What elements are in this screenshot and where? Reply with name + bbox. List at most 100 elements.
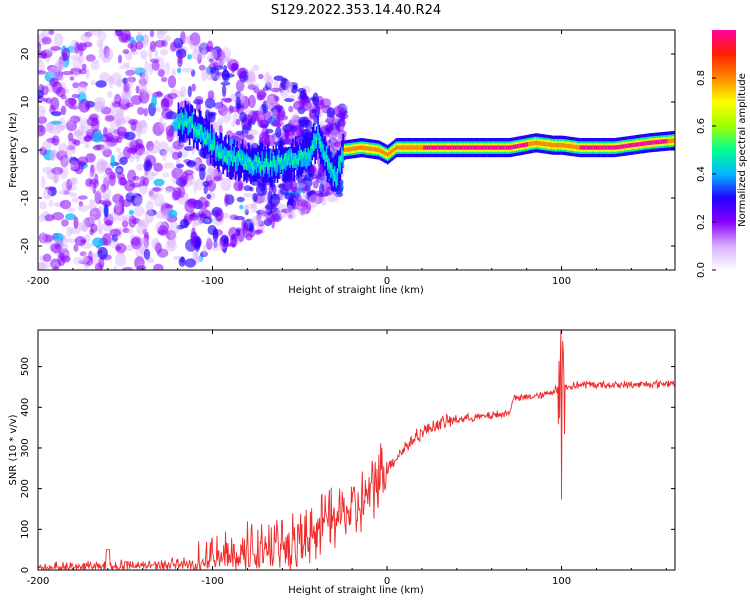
spectrogram-cell bbox=[202, 244, 208, 257]
spectrogram-band bbox=[232, 150, 234, 167]
spectrogram-cell bbox=[124, 131, 136, 141]
spectrogram-cell bbox=[125, 69, 135, 76]
spectrogram-band bbox=[547, 142, 550, 147]
spectrogram-cell bbox=[231, 121, 236, 128]
spectrogram-cell bbox=[103, 126, 108, 138]
spectrogram-cell bbox=[137, 107, 145, 115]
spectrogram-band bbox=[301, 151, 304, 168]
spectrogram-cell bbox=[79, 251, 87, 257]
spectrogram-band bbox=[366, 146, 368, 151]
spectrogram-cell bbox=[191, 83, 196, 92]
spectrogram-band bbox=[557, 143, 559, 148]
spectrogram-band bbox=[511, 145, 513, 150]
spectrogram-band bbox=[342, 151, 344, 167]
spectrogram-cell bbox=[219, 101, 224, 108]
spectrogram-band bbox=[405, 145, 407, 150]
spectrogram-cell bbox=[184, 169, 194, 176]
spectrogram-band bbox=[616, 145, 618, 150]
spectrogram-cell bbox=[293, 121, 300, 127]
spectrogram-cell bbox=[184, 199, 195, 213]
colorbar: 0.0 0.2 0.4 0.6 0.8 Normalized spectral ampl… bbox=[696, 30, 748, 278]
spectrogram-band bbox=[310, 146, 312, 162]
spectrogram-cell bbox=[213, 240, 218, 249]
spectrogram-cell bbox=[249, 186, 254, 192]
spectrogram-band bbox=[600, 145, 603, 150]
spectrogram-band bbox=[623, 144, 625, 149]
spectrogram-cell bbox=[89, 207, 102, 221]
spectrogram-band bbox=[314, 133, 316, 149]
spectrogram-cell bbox=[38, 105, 46, 118]
spectrogram-cell bbox=[203, 184, 208, 195]
spectrogram-band bbox=[427, 145, 430, 150]
spectrogram-cell bbox=[107, 76, 114, 84]
spectrogram-band bbox=[290, 152, 293, 159]
spectrogram-band bbox=[267, 164, 269, 171]
spectrogram-cell bbox=[64, 97, 77, 108]
spectrogram-band bbox=[250, 160, 252, 166]
spectrogram-cell bbox=[235, 118, 241, 126]
spectrogram-band bbox=[294, 152, 297, 169]
spectrogram-band bbox=[276, 157, 279, 173]
spectrogram-band bbox=[494, 145, 497, 150]
spectrogram-cell bbox=[171, 151, 180, 160]
spectrogram-cell bbox=[218, 124, 223, 134]
spectrogram-cell bbox=[143, 107, 148, 117]
spectrogram-band bbox=[180, 109, 182, 125]
spectrogram-band bbox=[300, 151, 303, 168]
spectrogram-cell bbox=[146, 209, 157, 217]
spectrogram-band bbox=[670, 138, 673, 143]
spectrogram-cell bbox=[151, 60, 160, 71]
spectrogram-cell bbox=[90, 210, 97, 215]
spectrogram-cell bbox=[42, 166, 54, 174]
spectrogram-cell bbox=[206, 40, 214, 52]
spectrogram-cell bbox=[193, 180, 198, 194]
spectrogram-band bbox=[304, 148, 307, 154]
spectrogram-band bbox=[468, 145, 470, 150]
spectrogram-cell bbox=[66, 207, 76, 213]
spectrogram-cell bbox=[116, 168, 122, 173]
colorbar-tick-label: 0.4 bbox=[696, 166, 707, 182]
spectrogram-cell bbox=[177, 50, 183, 64]
spectrogram-cell bbox=[38, 213, 44, 223]
spectrogram-band bbox=[413, 145, 416, 150]
spectrogram-cell bbox=[273, 95, 280, 102]
spectrogram-cell bbox=[204, 218, 210, 223]
spectrogram-band bbox=[225, 147, 227, 163]
spectrogram-band bbox=[530, 141, 533, 146]
spectrogram-band bbox=[324, 150, 326, 167]
spectrogram-cell bbox=[115, 30, 123, 37]
spectrogram-cell bbox=[298, 119, 309, 125]
spectrogram-cell bbox=[162, 209, 169, 220]
spectrogram-cell bbox=[151, 171, 159, 176]
colorbar-label: Normalized spectral amplitude bbox=[737, 73, 748, 227]
spectrogram-band bbox=[613, 145, 615, 150]
spectrogram-cell bbox=[113, 265, 118, 270]
spectrogram-cell bbox=[135, 41, 144, 50]
spectrogram-cell bbox=[88, 113, 99, 122]
spectrogram-cell bbox=[106, 48, 114, 61]
spectrogram-cell bbox=[111, 72, 122, 86]
spectrogram-cell bbox=[50, 149, 57, 161]
spectrogram-cell bbox=[45, 123, 53, 132]
spectrogram-cell bbox=[138, 91, 150, 104]
spectrogram-cell bbox=[38, 262, 46, 270]
spectrogram-band bbox=[381, 149, 384, 154]
spectrogram-cell bbox=[152, 187, 162, 192]
spectrogram-cell bbox=[235, 96, 241, 110]
spectrogram-band bbox=[535, 140, 537, 145]
spectrogram-band bbox=[396, 145, 399, 150]
spectrogram-band bbox=[421, 145, 424, 150]
spectrogram-cell bbox=[50, 46, 62, 51]
spectrogram-band bbox=[593, 145, 596, 150]
spectrogram-band bbox=[526, 142, 529, 147]
spectrogram-band bbox=[195, 129, 198, 135]
spectrogram-cell bbox=[287, 95, 296, 100]
spectrogram-cell bbox=[264, 71, 271, 86]
spectrogram-cell bbox=[114, 252, 127, 267]
spectrogram-cell bbox=[71, 93, 80, 99]
spectrogram-band bbox=[565, 143, 568, 148]
spectrogram-band bbox=[280, 157, 283, 163]
spectrogram-band bbox=[286, 150, 289, 167]
spectrogram-cell bbox=[162, 122, 167, 127]
